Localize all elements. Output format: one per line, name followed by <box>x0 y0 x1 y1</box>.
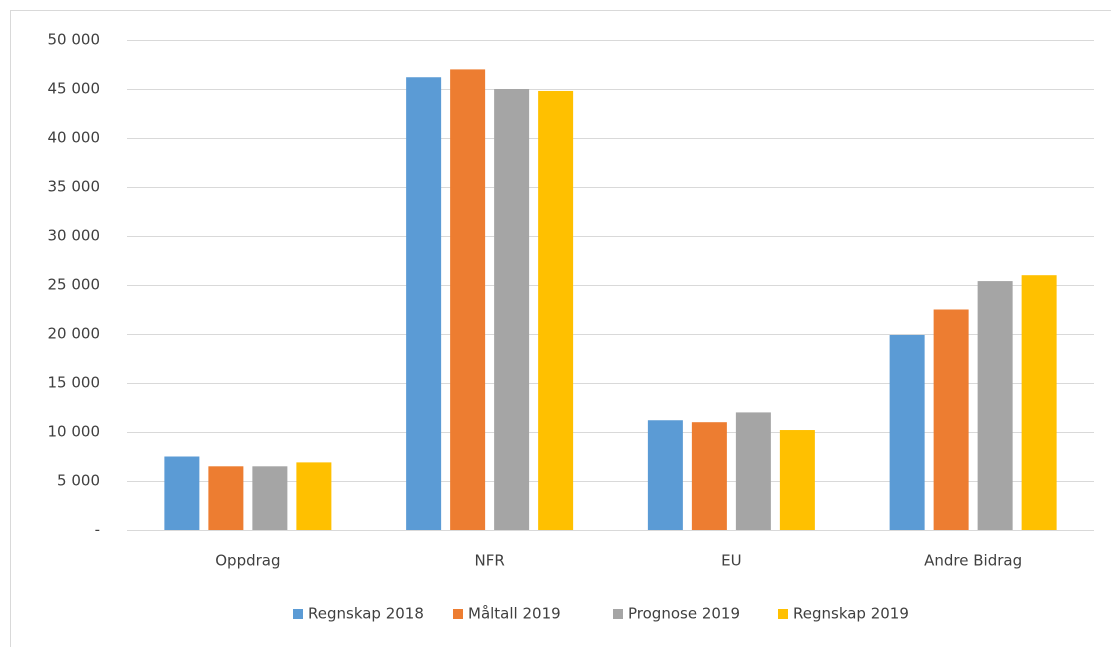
legend-label: Prognose 2019 <box>628 605 740 623</box>
y-tick-label: 30 000 <box>48 227 101 245</box>
bar <box>494 89 530 530</box>
y-tick-label: 50 000 <box>48 31 101 49</box>
legend-swatch <box>778 609 788 619</box>
bar <box>450 69 486 531</box>
bar <box>164 456 200 530</box>
x-tick-label: Andre Bidrag <box>924 552 1022 570</box>
bar <box>647 420 683 530</box>
legend-swatch <box>293 609 303 619</box>
bar <box>296 462 332 530</box>
bar <box>1021 275 1057 530</box>
y-tick-label: 25 000 <box>48 276 101 294</box>
legend-label: Regnskap 2018 <box>308 605 424 623</box>
y-tick-label: 35 000 <box>48 178 101 196</box>
y-tick-label: - <box>95 521 100 539</box>
legend-label: Måltall 2019 <box>468 605 561 623</box>
y-tick-label: 5 000 <box>57 472 100 490</box>
y-tick-label: 10 000 <box>48 423 101 441</box>
bar <box>779 430 815 530</box>
bar <box>735 412 771 530</box>
legend-swatch <box>453 609 463 619</box>
x-tick-label: EU <box>721 552 741 570</box>
bar <box>406 77 442 531</box>
bar <box>933 309 969 530</box>
bar <box>691 422 727 530</box>
bar <box>538 90 574 531</box>
bar <box>977 281 1013 530</box>
y-tick-label: 40 000 <box>48 129 101 147</box>
legend-swatch <box>613 609 623 619</box>
bar <box>252 466 288 530</box>
y-tick-label: 20 000 <box>48 325 101 343</box>
y-tick-label: 15 000 <box>48 374 101 392</box>
bar <box>208 466 244 530</box>
x-tick-label: NFR <box>474 552 504 570</box>
y-tick-label: 45 000 <box>48 80 101 98</box>
legend-label: Regnskap 2019 <box>793 605 909 623</box>
bar <box>889 334 925 530</box>
x-tick-label: Oppdrag <box>215 552 280 570</box>
